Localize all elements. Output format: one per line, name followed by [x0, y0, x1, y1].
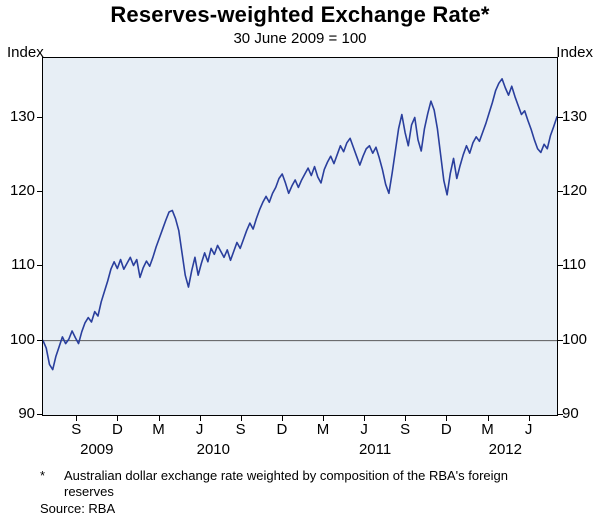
- y-axis-tick-left: [37, 190, 42, 192]
- x-axis-month-label: S: [235, 421, 246, 438]
- y-axis-label-left: 110: [11, 256, 35, 274]
- x-axis-tick: [405, 416, 407, 421]
- x-axis-tick: [76, 416, 78, 421]
- x-axis-year-label: 2011: [358, 441, 392, 458]
- y-axis-tick-left: [37, 339, 42, 341]
- x-axis-tick: [487, 416, 489, 421]
- chart-subtitle: 30 June 2009 = 100: [233, 30, 367, 47]
- x-axis-month-label: J: [195, 421, 204, 438]
- y-axis-tick-left: [37, 265, 42, 267]
- chart-title: Reserves-weighted Exchange Rate*: [110, 2, 490, 27]
- x-axis-year-label: 2010: [196, 441, 230, 458]
- plot-area: [42, 57, 558, 416]
- x-axis-year-label: 2012: [488, 441, 522, 458]
- x-axis-tick: [446, 416, 448, 421]
- footnote-marker: *: [40, 468, 46, 483]
- x-axis-tick: [281, 416, 283, 421]
- y-axis-tick-left: [37, 116, 42, 118]
- y-axis-label-right: 130: [562, 107, 588, 125]
- y-axis-label-right: 120: [562, 181, 588, 199]
- x-axis-tick: [240, 416, 242, 421]
- x-axis-year-label: 2009: [80, 441, 114, 458]
- y-axis-unit-right: Index: [556, 44, 593, 61]
- x-axis-month-label: J: [360, 421, 368, 438]
- y-axis-label-left: 120: [9, 181, 35, 199]
- y-axis-tick-right: [558, 116, 563, 118]
- footnote: * Australian dollar exchange rate weight…: [40, 468, 588, 500]
- x-axis-month-label: D: [111, 421, 123, 438]
- x-axis-month-label: D: [440, 421, 452, 438]
- x-axis-month-label: M: [481, 421, 494, 438]
- series-line-0: [43, 78, 557, 371]
- y-axis-tick-right: [558, 190, 563, 192]
- y-axis-unit-left: Index: [7, 44, 44, 61]
- source-note: Source: RBA: [40, 501, 116, 516]
- x-axis-month-label: M: [316, 421, 330, 438]
- y-axis-label-right: 90: [562, 405, 579, 422]
- footnote-text: Australian dollar exchange rate weighted…: [64, 468, 509, 499]
- y-axis-tick-right: [558, 414, 563, 415]
- x-axis-month-label: J: [524, 421, 533, 438]
- x-axis-month-label: S: [71, 421, 82, 438]
- x-axis-tick: [117, 416, 119, 421]
- line-series-svg: [43, 78, 557, 371]
- y-axis-tick-right: [558, 339, 563, 341]
- y-axis-label-left: 130: [9, 107, 35, 125]
- x-axis-tick: [199, 416, 201, 421]
- x-axis-tick: [158, 416, 160, 421]
- y-axis-label-right: 110: [562, 256, 586, 274]
- y-axis-tick-left: [37, 414, 42, 415]
- x-axis-month-label: D: [276, 421, 288, 438]
- x-axis-month-label: S: [400, 421, 411, 438]
- y-axis-label-right: 100: [562, 330, 588, 348]
- x-axis-tick: [364, 416, 366, 421]
- y-axis-label-left: 90: [18, 405, 35, 422]
- x-axis-tick: [323, 416, 324, 421]
- x-axis-tick: [528, 416, 530, 421]
- y-axis-label-left: 100: [9, 330, 35, 348]
- x-axis-month-label: M: [152, 421, 165, 438]
- y-axis-tick-right: [558, 265, 563, 267]
